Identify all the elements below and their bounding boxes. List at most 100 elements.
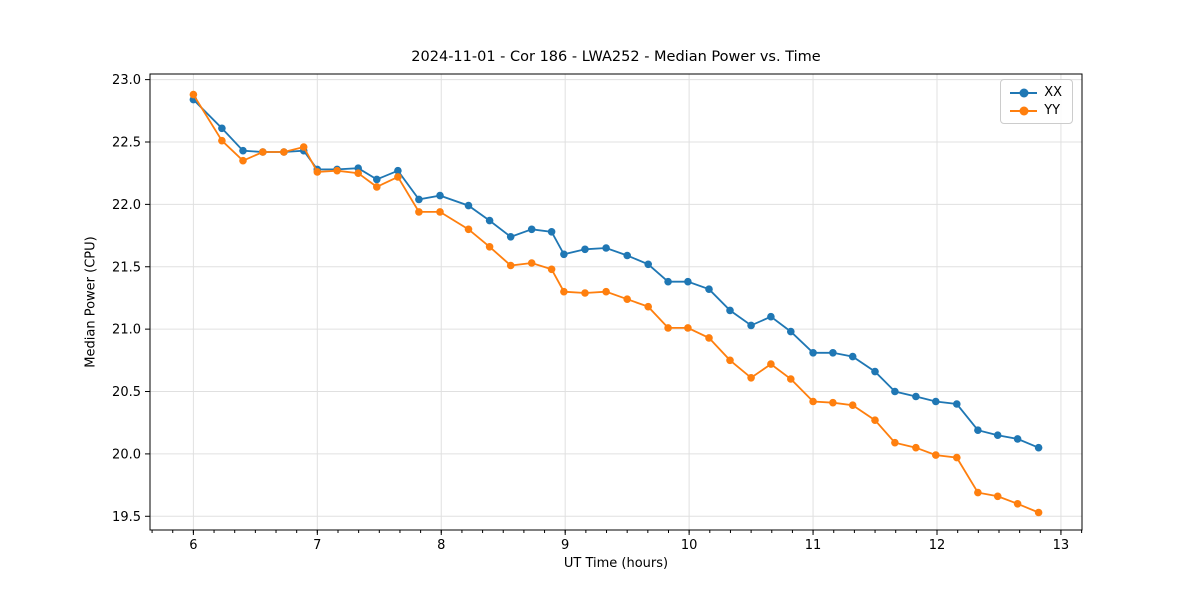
data-point	[394, 166, 402, 175]
data-point	[506, 261, 515, 270]
series-XX	[189, 95, 1043, 452]
data-point	[912, 392, 920, 401]
data-point	[527, 259, 536, 267]
chart-title: 2024-11-01 - Cor 186 - LWA252 - Median P…	[411, 49, 821, 65]
legend: XX YY	[1000, 79, 1073, 124]
data-point	[280, 148, 288, 156]
data-point	[415, 195, 423, 204]
data-point	[602, 244, 610, 252]
data-point	[932, 397, 940, 406]
data-point	[664, 324, 672, 332]
data-point	[747, 374, 755, 382]
data-point	[394, 173, 402, 181]
data-point	[218, 136, 226, 145]
grid	[150, 74, 1082, 530]
data-point	[891, 438, 899, 447]
data-point	[506, 233, 515, 241]
data-point	[436, 208, 444, 216]
data-point	[809, 349, 817, 357]
data-point	[333, 166, 341, 175]
data-point	[993, 492, 1002, 501]
data-point	[953, 453, 961, 462]
data-point	[809, 397, 817, 406]
data-point	[1013, 435, 1022, 443]
y-tick-label: 23.0	[112, 73, 141, 88]
legend-item-YY: YY	[1010, 104, 1062, 117]
x-tick-label: 13	[1053, 538, 1070, 553]
data-point	[485, 243, 494, 251]
legend-label: YY	[1044, 103, 1061, 118]
data-point	[218, 124, 226, 133]
data-point	[189, 90, 198, 99]
x-axis-label: UT Time (hours)	[563, 556, 669, 571]
x-tick-label: 10	[681, 538, 698, 553]
data-point	[1034, 443, 1043, 452]
y-tick-label: 21.5	[112, 260, 141, 275]
data-point	[747, 321, 755, 330]
data-point	[239, 156, 247, 165]
data-point	[767, 360, 775, 368]
data-point	[993, 431, 1002, 440]
data-point	[313, 168, 322, 176]
data-point	[787, 375, 795, 383]
x-tick-label: 11	[805, 538, 822, 553]
y-tick-label: 22.0	[112, 198, 141, 213]
y-tick-label: 20.0	[112, 447, 141, 462]
data-point	[829, 349, 837, 357]
plot-border	[149, 73, 1083, 531]
data-point	[373, 183, 381, 191]
data-point	[848, 401, 857, 410]
data-point	[891, 387, 899, 396]
series-YY	[189, 90, 1043, 517]
data-point	[485, 216, 494, 225]
data-point	[464, 225, 473, 234]
data-point	[239, 146, 247, 155]
data-point	[974, 488, 982, 497]
data-point	[829, 398, 837, 407]
data-point	[644, 302, 652, 311]
data-point	[560, 287, 568, 296]
data-point	[787, 327, 795, 336]
y-tick-label: 21.0	[112, 323, 141, 338]
data-point	[932, 451, 940, 459]
data-point	[259, 148, 267, 156]
data-point	[581, 245, 589, 254]
y-tick-label: 22.5	[112, 135, 141, 150]
data-point	[464, 201, 473, 210]
data-point	[726, 306, 734, 315]
data-point	[623, 295, 631, 304]
data-point	[767, 312, 775, 321]
data-point	[705, 334, 713, 342]
y-tick-label: 19.5	[112, 510, 141, 525]
y-tick-label: 20.5	[112, 385, 141, 400]
data-point	[354, 169, 363, 177]
x-tick-label: 8	[437, 538, 445, 553]
data-point	[848, 352, 857, 361]
data-point	[527, 225, 536, 234]
data-point	[871, 416, 879, 425]
legend-label: XX	[1044, 85, 1062, 100]
x-tick-label: 7	[313, 538, 321, 553]
x-axis-ticks: 6 7 8 9 10 11 12 13	[189, 530, 1069, 553]
data-point	[953, 400, 961, 408]
x-tick-label: 9	[561, 538, 569, 553]
data-point	[684, 324, 692, 332]
data-point	[664, 277, 672, 286]
x-tick-label: 12	[929, 538, 946, 553]
data-point	[373, 175, 381, 184]
legend-marker-icon	[1010, 88, 1038, 98]
data-point	[602, 287, 610, 296]
data-point	[705, 285, 713, 294]
legend-marker-icon	[1010, 106, 1038, 116]
legend-item-XX: XX	[1010, 86, 1062, 99]
y-axis-ticks: 19.5 20.0 20.5 21.0 21.5 22.0 22.5 23.0	[112, 73, 150, 525]
data-point	[560, 250, 568, 259]
data-point	[299, 143, 308, 151]
data-point	[644, 260, 652, 269]
data-point	[547, 265, 556, 274]
x-tick-label: 6	[189, 538, 197, 553]
y-axis-label: Median Power (CPU)	[83, 236, 99, 368]
data-point	[623, 251, 631, 260]
